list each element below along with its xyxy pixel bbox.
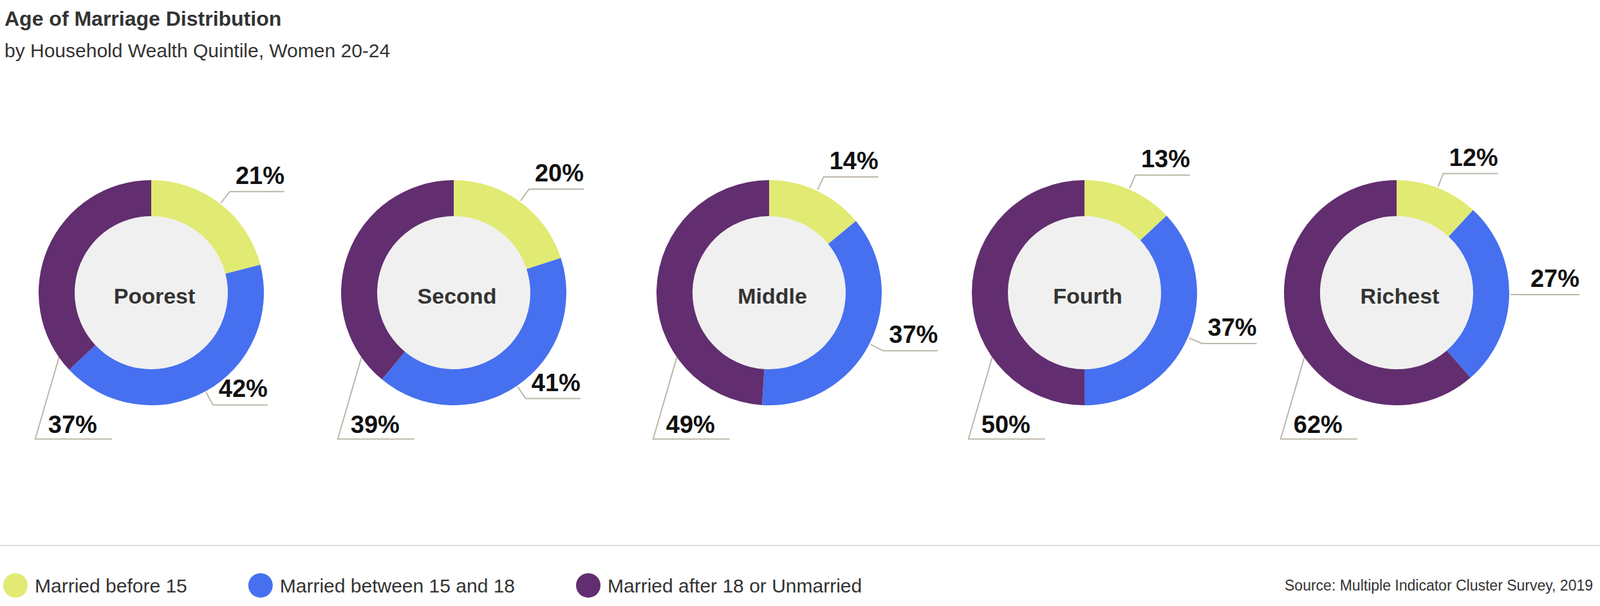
svg-text:62%: 62% <box>1293 411 1343 439</box>
svg-text:Poorest: Poorest <box>113 283 196 309</box>
svg-text:Married between 15 and 18: Married between 15 and 18 <box>279 575 515 597</box>
svg-text:13%: 13% <box>1141 145 1191 173</box>
svg-text:Richest: Richest <box>1360 283 1440 309</box>
svg-text:42%: 42% <box>218 375 268 403</box>
svg-text:37%: 37% <box>1208 314 1257 342</box>
svg-text:14%: 14% <box>829 147 879 175</box>
svg-text:Source: Multiple Indicator Clu: Source: Multiple Indicator Cluster Surve… <box>1284 577 1593 595</box>
svg-text:50%: 50% <box>981 411 1031 439</box>
svg-text:by Household Wealth Quintile,: by Household Wealth Quintile, Women 20-2… <box>4 39 391 62</box>
svg-text:Age of Marriage Distribution: Age of Marriage Distribution <box>4 7 282 31</box>
svg-text:37%: 37% <box>48 411 98 439</box>
svg-text:27%: 27% <box>1530 265 1580 293</box>
svg-text:39%: 39% <box>350 411 400 439</box>
svg-text:Married after 18 or Unmarried: Married after 18 or Unmarried <box>607 575 862 597</box>
svg-text:41%: 41% <box>531 369 581 397</box>
svg-text:20%: 20% <box>534 159 584 187</box>
svg-text:49%: 49% <box>666 411 716 439</box>
svg-text:Fourth: Fourth <box>1052 283 1123 309</box>
svg-text:Second: Second <box>417 283 497 309</box>
svg-text:Middle: Middle <box>737 283 808 309</box>
svg-text:37%: 37% <box>888 321 938 349</box>
svg-text:21%: 21% <box>235 162 285 190</box>
svg-text:Married before 15: Married before 15 <box>34 575 188 597</box>
svg-text:12%: 12% <box>1449 144 1499 172</box>
